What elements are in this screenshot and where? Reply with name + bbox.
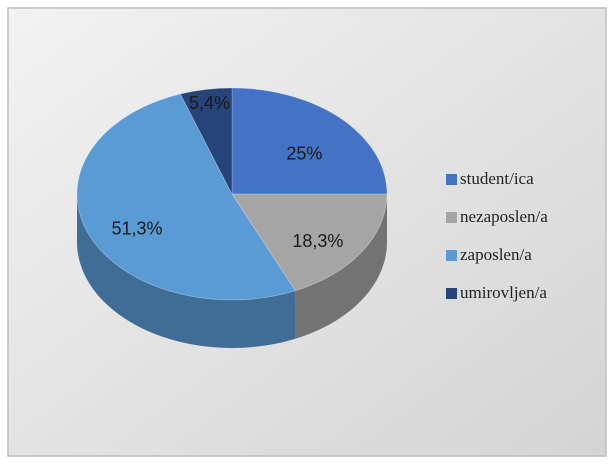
slice-side [295,194,387,339]
slice [231,193,388,292]
legend-label: student/ica [460,169,534,188]
pie: 25% 18,3% 51,3% 5,4% [76,87,388,348]
slice [76,93,296,301]
legend-label: nezaposlen/a [460,207,548,226]
data-label: 18,3% [292,231,343,251]
legend: student/ica nezaposlen/a zaposlen/a umirovl… [446,169,548,302]
legend-swatch [446,174,457,185]
slice-side [77,194,296,348]
legend-swatch [446,288,457,299]
data-label: 25% [286,143,322,163]
slice [179,87,233,195]
legend-swatch [446,250,457,261]
data-label: 5,4% [189,93,230,113]
slice [231,87,388,195]
data-label: 51,3% [111,219,162,239]
legend-label: umirovljen/a [460,283,547,302]
legend-swatch [446,212,457,223]
legend-label: zaposlen/a [460,245,532,264]
